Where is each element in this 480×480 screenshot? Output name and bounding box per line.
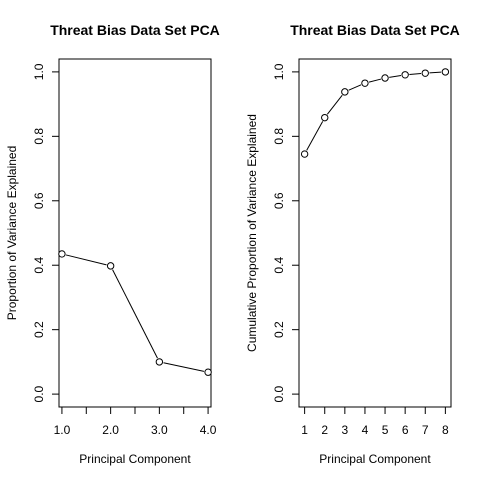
y-tick-label: 0.2 [32, 321, 46, 338]
y-tick-label: 0.2 [272, 321, 286, 338]
series-segment [389, 74, 402, 78]
data-point [381, 74, 389, 82]
data-point [300, 150, 309, 158]
y-axis-label: Cumulative Proportion of Variance Explai… [245, 114, 259, 352]
data-point [441, 68, 450, 76]
y-tick-label: 0.4 [32, 257, 46, 274]
data-point [204, 368, 212, 376]
y-axis-label: Proportion of Variance Explained [5, 146, 19, 321]
data-point [361, 79, 369, 87]
series-segment [368, 78, 382, 83]
series-segment [112, 269, 158, 359]
x-axis-label: Principal Component [79, 452, 191, 466]
x-tick-label: 3.0 [151, 423, 168, 437]
x-tick-label: 1.0 [54, 423, 71, 437]
y-tick-label: 1.0 [32, 63, 46, 80]
data-point [421, 69, 429, 77]
x-tick-label: 6 [402, 423, 409, 437]
x-axis-label: Principal Component [319, 452, 431, 466]
plot-frame [298, 58, 452, 408]
series-segment [409, 73, 422, 75]
y-tick-label: 1.0 [272, 63, 286, 80]
data-point [401, 71, 409, 79]
x-tick-label: 5 [382, 423, 389, 437]
series-segment [306, 121, 324, 151]
data-point [155, 358, 164, 366]
chart-title: Threat Bias Data Set PCA [50, 22, 220, 38]
x-tick-label: 3 [341, 423, 348, 437]
x-tick-label: 7 [422, 423, 429, 437]
y-tick-label: 0.8 [272, 128, 286, 145]
chart-title: Threat Bias Data Set PCA [290, 22, 460, 38]
panel-cumulative-variance: Threat Bias Data Set PCA 1 2 3 4 5 6 7 8 0.0 0.2 0.… [245, 22, 460, 466]
data-point [341, 88, 349, 96]
y-tick-label: 0.4 [272, 257, 286, 274]
x-tick-label: 8 [442, 423, 449, 437]
data-point [106, 262, 115, 270]
series-segment [163, 362, 205, 372]
y-tick-label: 0.6 [272, 192, 286, 209]
panel-variance-explained: Threat Bias Data Set PCA 1.0 2.0 3.0 4.0 0.0 0… [5, 22, 220, 466]
x-tick-label: 2 [321, 423, 328, 437]
x-tick-label: 2.0 [102, 423, 119, 437]
series-segment [429, 71, 442, 74]
y-tick-label: 0.6 [32, 192, 46, 209]
data-point [58, 250, 66, 258]
x-tick-label: 4.0 [200, 423, 217, 437]
plot-frame [58, 58, 212, 408]
y-tick-label: 0.0 [32, 385, 46, 402]
y-tick-label: 0.0 [272, 385, 286, 402]
data-point [321, 113, 329, 122]
series-segment [65, 254, 107, 266]
x-tick-label: 4 [362, 423, 369, 437]
series-segment [348, 84, 362, 91]
series-segment [326, 94, 343, 115]
y-tick-label: 0.8 [32, 128, 46, 145]
x-tick-label: 1 [301, 423, 308, 437]
